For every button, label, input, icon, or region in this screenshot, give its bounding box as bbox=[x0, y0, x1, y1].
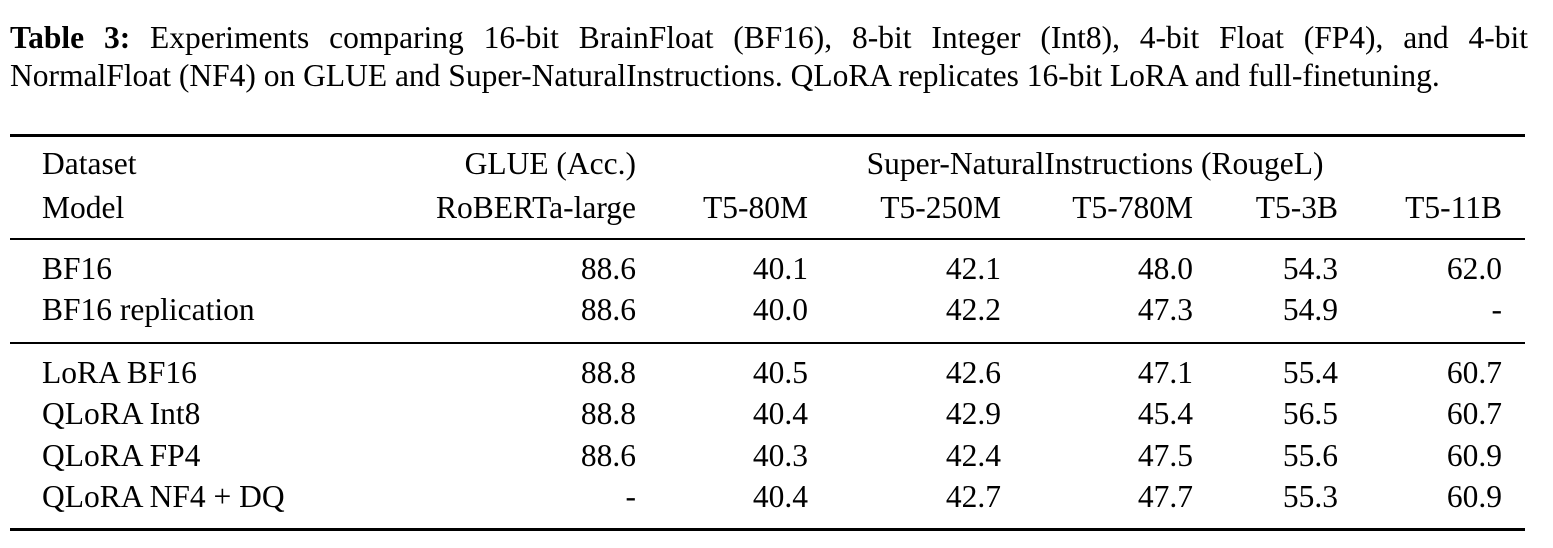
table-cell: 48.0 bbox=[1137, 251, 1193, 286]
table-cell: 55.6 bbox=[1282, 438, 1338, 473]
caption-text: Experiments comparing 16-bit BrainFloat … bbox=[10, 20, 1528, 93]
header-rule bbox=[10, 238, 1525, 240]
table-cell: 40.1 bbox=[752, 251, 808, 286]
table-cell: 62.0 bbox=[1446, 251, 1502, 286]
model-col-t5-3b: T5-3B bbox=[1255, 190, 1338, 225]
table-cell: 60.7 bbox=[1446, 355, 1502, 390]
row-label: QLoRA NF4 + DQ bbox=[42, 479, 285, 514]
table-cell: 54.9 bbox=[1282, 292, 1338, 327]
table-cell: 88.8 bbox=[580, 355, 636, 390]
table-cell: 47.1 bbox=[1137, 355, 1193, 390]
row-label: QLoRA Int8 bbox=[42, 396, 201, 431]
table-cell: 60.7 bbox=[1446, 396, 1502, 431]
model-col-t5-80m: T5-80M bbox=[703, 190, 808, 225]
model-header: Model bbox=[42, 190, 125, 225]
table-cell: 47.7 bbox=[1137, 479, 1193, 514]
table-cell: 88.6 bbox=[580, 438, 636, 473]
table-cell: 55.4 bbox=[1282, 355, 1338, 390]
model-col-t5-250m: T5-250M bbox=[880, 190, 1001, 225]
table-cell: 60.9 bbox=[1446, 438, 1502, 473]
group-rule bbox=[10, 342, 1525, 344]
table-cell: 42.4 bbox=[945, 438, 1001, 473]
row-label: BF16 replication bbox=[42, 292, 255, 327]
table-cell: 54.3 bbox=[1282, 251, 1338, 286]
table-cell: 40.5 bbox=[752, 355, 808, 390]
table-cell: 42.2 bbox=[945, 292, 1001, 327]
table-cell: 55.3 bbox=[1282, 479, 1338, 514]
table-cell: 88.6 bbox=[580, 251, 636, 286]
table-cell: 42.1 bbox=[945, 251, 1001, 286]
table-cell: 47.3 bbox=[1137, 292, 1193, 327]
table-cell: 47.5 bbox=[1137, 438, 1193, 473]
table-cell: 42.7 bbox=[945, 479, 1001, 514]
table-cell: 40.4 bbox=[752, 479, 808, 514]
table-cell: 40.0 bbox=[752, 292, 808, 327]
table-cell: 42.9 bbox=[945, 396, 1001, 431]
table-cell: 88.8 bbox=[580, 396, 636, 431]
table-cell: 56.5 bbox=[1282, 396, 1338, 431]
table-caption: Table 3: Experiments comparing 16-bit Br… bbox=[10, 19, 1528, 94]
top-rule bbox=[10, 134, 1525, 137]
row-label: LoRA BF16 bbox=[42, 355, 197, 390]
table-cell: 40.4 bbox=[752, 396, 808, 431]
table-cell: - bbox=[625, 479, 637, 514]
caption-label: Table 3: bbox=[10, 20, 131, 55]
dataset-header: Dataset bbox=[42, 146, 137, 181]
model-col-roberta: RoBERTa-large bbox=[435, 190, 636, 225]
bottom-rule bbox=[10, 528, 1525, 531]
model-col-t5-11b: T5-11B bbox=[1405, 190, 1502, 225]
table-cell: 45.4 bbox=[1137, 396, 1193, 431]
table-cell: 88.6 bbox=[580, 292, 636, 327]
table-cell: - bbox=[1491, 292, 1503, 327]
table-cell: 40.3 bbox=[752, 438, 808, 473]
row-label: BF16 bbox=[42, 251, 113, 286]
glue-header: GLUE (Acc.) bbox=[464, 146, 636, 181]
table-cell: 60.9 bbox=[1446, 479, 1502, 514]
table-cell: 42.6 bbox=[945, 355, 1001, 390]
sni-header: Super-NaturalInstructions (RougeL) bbox=[866, 146, 1324, 181]
model-col-t5-780m: T5-780M bbox=[1072, 190, 1193, 225]
row-label: QLoRA FP4 bbox=[42, 438, 201, 473]
